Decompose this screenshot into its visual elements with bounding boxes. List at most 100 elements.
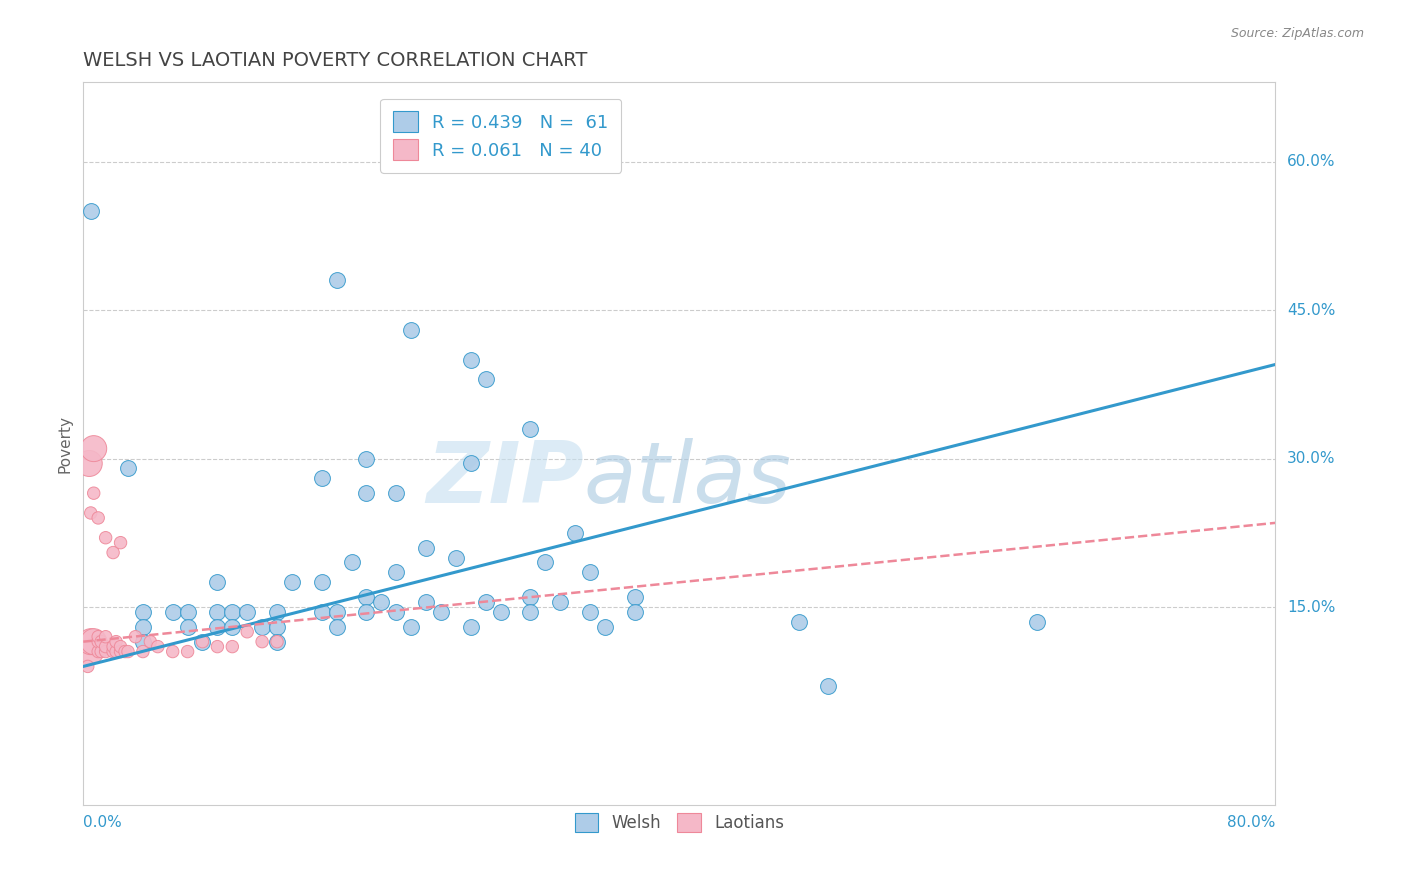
- Point: [101, 644, 124, 658]
- Point: [80, 634, 103, 648]
- Point: [266, 605, 288, 619]
- Point: [87, 634, 110, 648]
- Point: [474, 372, 496, 386]
- Point: [564, 525, 586, 540]
- Legend: Welsh, Laotians: Welsh, Laotians: [562, 801, 796, 844]
- Point: [94, 644, 117, 658]
- Point: [787, 615, 810, 629]
- Point: [191, 634, 214, 648]
- Point: [139, 634, 162, 648]
- Point: [250, 634, 273, 648]
- Point: [474, 595, 496, 609]
- Point: [162, 605, 184, 619]
- Point: [117, 644, 139, 658]
- Point: [325, 273, 347, 287]
- Point: [340, 556, 363, 570]
- Point: [460, 352, 482, 367]
- Point: [124, 630, 146, 644]
- Point: [132, 620, 155, 634]
- Point: [94, 640, 117, 654]
- Point: [415, 595, 437, 609]
- Point: [221, 640, 243, 654]
- Point: [207, 575, 229, 590]
- Point: [579, 605, 602, 619]
- Point: [534, 556, 557, 570]
- Point: [80, 506, 103, 520]
- Point: [385, 486, 408, 500]
- Point: [460, 457, 482, 471]
- Point: [90, 634, 112, 648]
- Point: [207, 605, 229, 619]
- Point: [385, 566, 408, 580]
- Point: [176, 644, 198, 658]
- Point: [221, 605, 243, 619]
- Point: [114, 644, 136, 658]
- Point: [101, 640, 124, 654]
- Point: [176, 605, 198, 619]
- Point: [90, 644, 112, 658]
- Point: [207, 640, 229, 654]
- Point: [80, 644, 103, 658]
- Point: [519, 590, 541, 604]
- Point: [311, 471, 333, 485]
- Point: [191, 634, 214, 648]
- Point: [207, 620, 229, 634]
- Point: [623, 605, 645, 619]
- Text: WELSH VS LAOTIAN POVERTY CORRELATION CHART: WELSH VS LAOTIAN POVERTY CORRELATION CHA…: [83, 51, 588, 70]
- Point: [117, 461, 139, 475]
- Point: [266, 620, 288, 634]
- Point: [399, 620, 422, 634]
- Text: 15.0%: 15.0%: [1288, 599, 1336, 615]
- Point: [623, 590, 645, 604]
- Point: [221, 620, 243, 634]
- Point: [519, 422, 541, 436]
- Text: atlas: atlas: [583, 438, 792, 521]
- Point: [817, 679, 839, 693]
- Point: [176, 620, 198, 634]
- Point: [430, 605, 453, 619]
- Point: [87, 630, 110, 644]
- Point: [236, 605, 259, 619]
- Point: [94, 630, 117, 644]
- Point: [415, 541, 437, 555]
- Point: [80, 204, 103, 219]
- Point: [101, 545, 124, 559]
- Text: Source: ZipAtlas.com: Source: ZipAtlas.com: [1230, 27, 1364, 40]
- Point: [87, 644, 110, 658]
- Point: [162, 644, 184, 658]
- Text: 30.0%: 30.0%: [1288, 451, 1336, 466]
- Point: [105, 644, 128, 658]
- Point: [83, 634, 105, 648]
- Point: [94, 531, 117, 545]
- Point: [266, 634, 288, 648]
- Point: [370, 595, 392, 609]
- Y-axis label: Poverty: Poverty: [58, 415, 72, 473]
- Text: ZIP: ZIP: [426, 438, 583, 521]
- Point: [460, 620, 482, 634]
- Point: [83, 442, 105, 456]
- Point: [399, 323, 422, 337]
- Point: [87, 511, 110, 525]
- Point: [548, 595, 571, 609]
- Point: [77, 457, 100, 471]
- Point: [325, 605, 347, 619]
- Point: [110, 640, 132, 654]
- Point: [579, 566, 602, 580]
- Point: [250, 620, 273, 634]
- Point: [489, 605, 512, 619]
- Point: [132, 644, 155, 658]
- Point: [311, 575, 333, 590]
- Point: [110, 535, 132, 549]
- Point: [146, 640, 169, 654]
- Point: [356, 605, 378, 619]
- Point: [236, 624, 259, 639]
- Point: [385, 605, 408, 619]
- Text: 45.0%: 45.0%: [1288, 302, 1336, 318]
- Point: [1026, 615, 1049, 629]
- Point: [325, 620, 347, 634]
- Point: [311, 605, 333, 619]
- Point: [132, 634, 155, 648]
- Point: [105, 634, 128, 648]
- Point: [110, 644, 132, 658]
- Text: 80.0%: 80.0%: [1227, 815, 1275, 830]
